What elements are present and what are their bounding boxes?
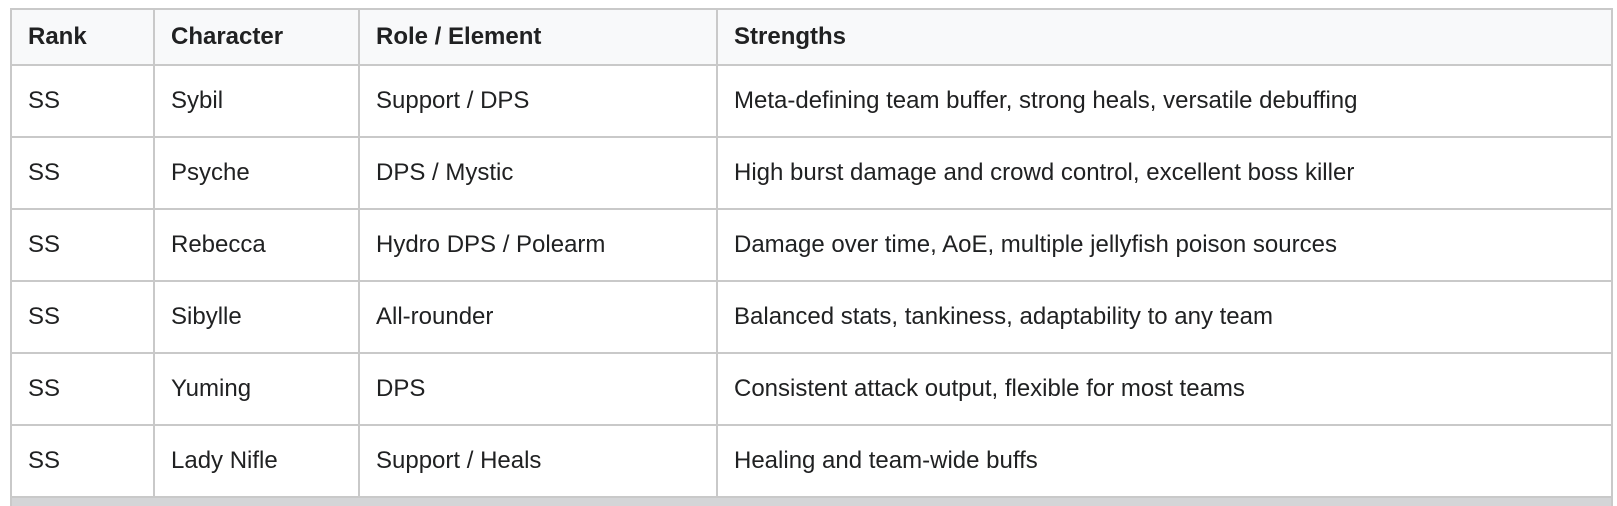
next-row-partial [10,498,1613,506]
cell-rank: SS [10,136,155,210]
cell-role-element: DPS / Mystic [358,136,718,210]
cell-strengths: Damage over time, AoE, multiple jellyfis… [716,208,1613,282]
cell-strengths: Meta-defining team buffer, strong heals,… [716,64,1613,138]
cell-rank: SS [10,280,155,354]
cell-rank: SS [10,424,155,498]
table-row: SS Sybil Support / DPS Meta-defining tea… [10,64,1613,138]
cell-rank: SS [10,352,155,426]
table-row: SS Yuming DPS Consistent attack output, … [10,352,1613,426]
cell-rank: SS [10,64,155,138]
table-row: SS Lady Nifle Support / Heals Healing an… [10,424,1613,498]
cell-rank: SS [10,208,155,282]
table-row: SS Sibylle All-rounder Balanced stats, t… [10,280,1613,354]
header-strengths: Strengths [716,8,1613,66]
table-body: SS Sybil Support / DPS Meta-defining tea… [10,64,1613,498]
table-row: SS Rebecca Hydro DPS / Polearm Damage ov… [10,208,1613,282]
header-row: Rank Character Role / Element Strengths [10,8,1613,66]
header-rank: Rank [10,8,155,66]
cell-character: Rebecca [153,208,360,282]
cell-character: Sibylle [153,280,360,354]
cell-role-element: Support / Heals [358,424,718,498]
table-header: Rank Character Role / Element Strengths [10,8,1613,66]
cell-character: Lady Nifle [153,424,360,498]
cell-role-element: Hydro DPS / Polearm [358,208,718,282]
cell-character: Psyche [153,136,360,210]
cell-role-element: Support / DPS [358,64,718,138]
table-row: SS Psyche DPS / Mystic High burst damage… [10,136,1613,210]
cell-character: Sybil [153,64,360,138]
cell-strengths: High burst damage and crowd control, exc… [716,136,1613,210]
cell-strengths: Healing and team-wide buffs [716,424,1613,498]
header-role-element: Role / Element [358,8,718,66]
tier-table: Rank Character Role / Element Strengths … [10,8,1613,498]
cell-character: Yuming [153,352,360,426]
cell-role-element: All-rounder [358,280,718,354]
header-character: Character [153,8,360,66]
cell-strengths: Consistent attack output, flexible for m… [716,352,1613,426]
tier-table-container: Rank Character Role / Element Strengths … [10,8,1613,506]
cell-strengths: Balanced stats, tankiness, adaptability … [716,280,1613,354]
cell-role-element: DPS [358,352,718,426]
